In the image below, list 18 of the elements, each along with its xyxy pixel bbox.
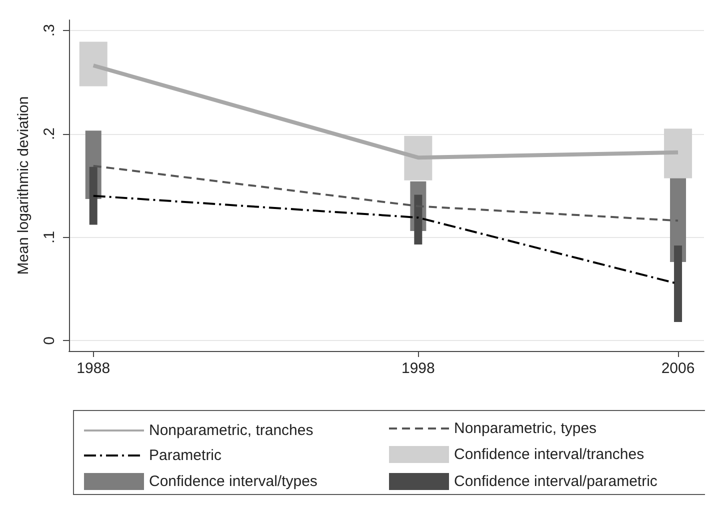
- legend-label: Parametric: [149, 447, 222, 464]
- legend-label: Confidence interval/tranches: [454, 446, 644, 463]
- y-tick-label: 0: [41, 336, 58, 345]
- legend-label: Nonparametric, tranches: [149, 422, 314, 439]
- bar: [664, 128, 692, 178]
- legend-label: Confidence interval/types: [149, 473, 318, 490]
- legend-label: Nonparametric, types: [454, 420, 597, 437]
- y-tick-label: .2: [41, 128, 58, 140]
- x-tick-label: 1998: [401, 360, 435, 377]
- bar: [79, 42, 108, 86]
- y-tick-label: .3: [41, 24, 58, 37]
- x-tick-label: 1988: [76, 360, 110, 377]
- legend-label: Confidence interval/parametric: [454, 473, 658, 490]
- y-tick-label: .1: [41, 230, 58, 244]
- x-tick-label: 2006: [661, 360, 695, 377]
- bar: [674, 245, 682, 322]
- bar: [404, 136, 432, 180]
- y-axis-title: Mean logarithmic deviation: [15, 96, 32, 275]
